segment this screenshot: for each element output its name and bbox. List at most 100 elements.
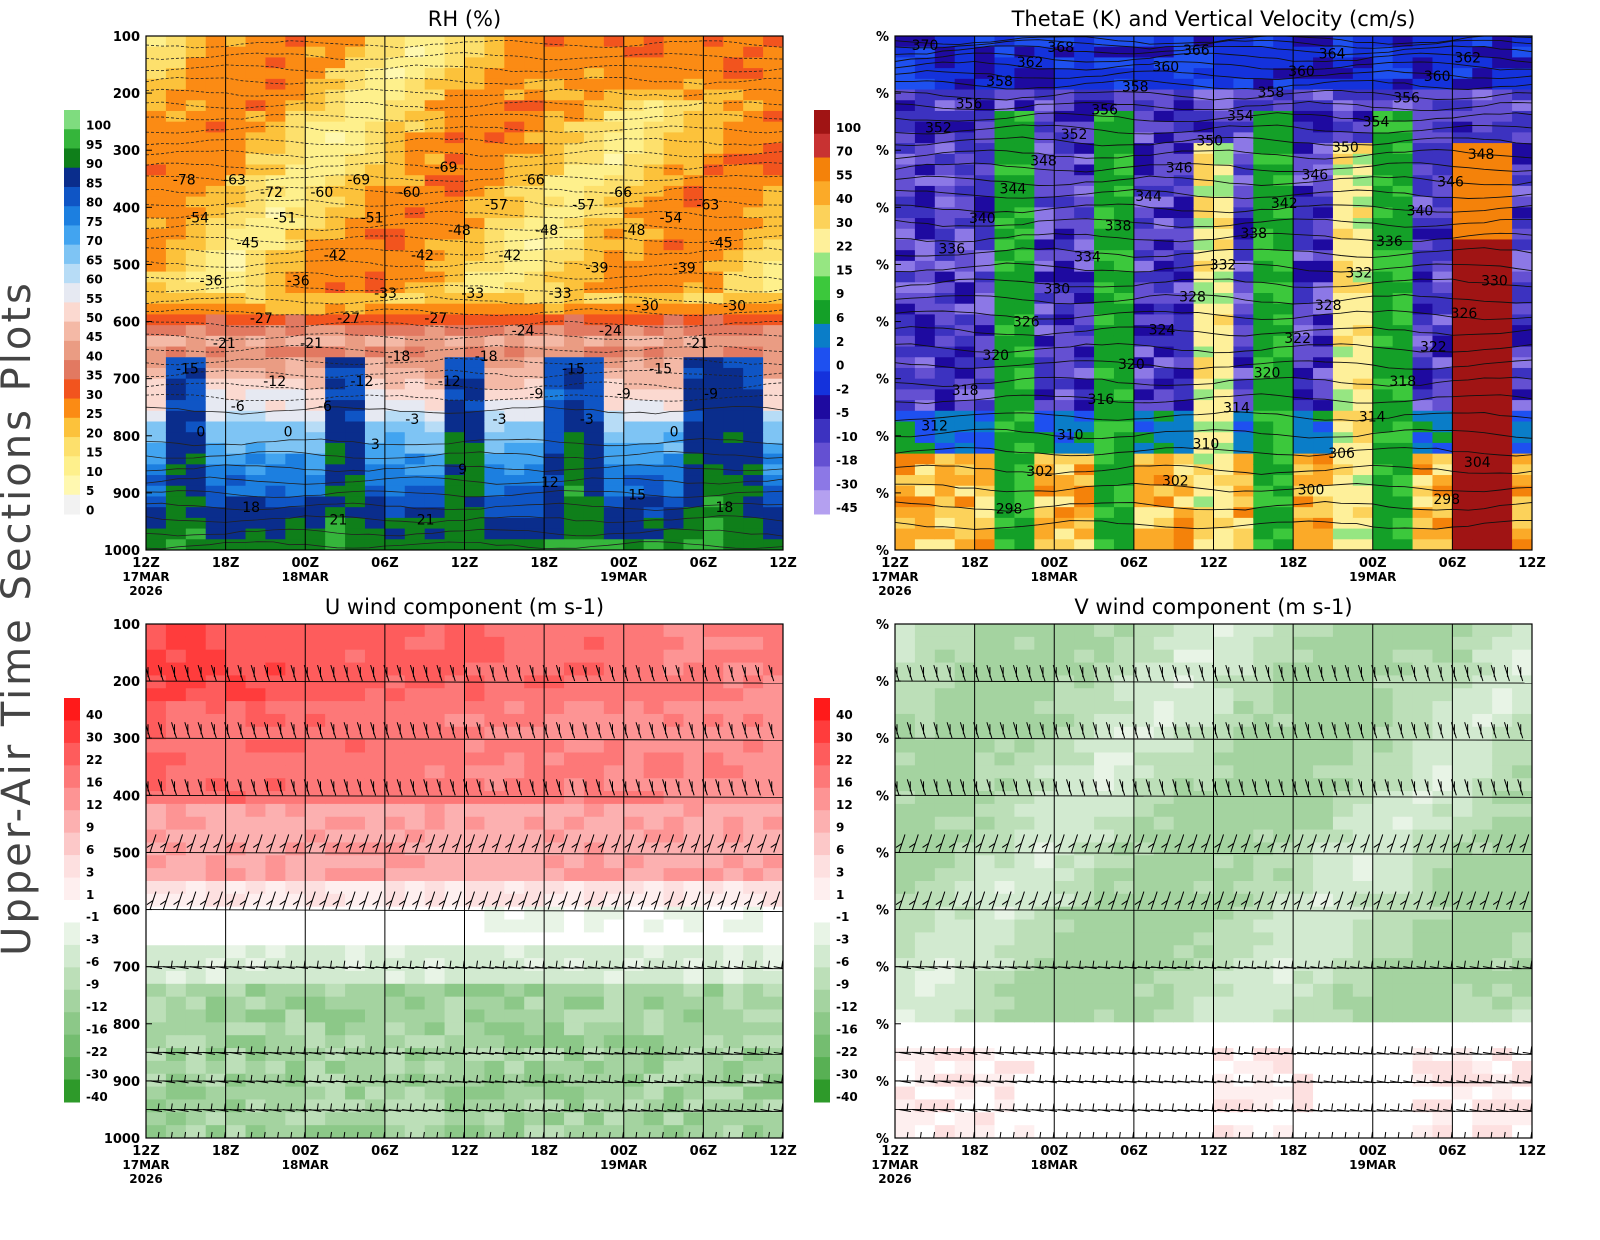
- rh-cell: [624, 132, 645, 143]
- wind-cell: [246, 688, 267, 701]
- vv-cell: [1353, 486, 1374, 497]
- rh-cell: [484, 165, 505, 176]
- rh-cell: [544, 207, 565, 218]
- wind-cell: [683, 675, 704, 688]
- vv-cell: [1313, 197, 1334, 208]
- wind-cell: [345, 701, 366, 714]
- rh-cell: [445, 57, 466, 68]
- y-tick-label: %: [876, 373, 889, 388]
- wind-cell: [723, 650, 744, 663]
- rh-cell: [146, 250, 167, 261]
- wind-cell: [146, 1112, 167, 1125]
- wind-cell: [405, 1035, 426, 1048]
- wind-cell: [186, 945, 207, 958]
- vv-cell: [1333, 207, 1354, 218]
- vv-cell: [1273, 443, 1294, 454]
- thetae-label: 348: [1468, 147, 1495, 163]
- vv-cell: [1373, 68, 1394, 79]
- wind-cell: [285, 817, 306, 830]
- wind-cell: [206, 778, 227, 791]
- wind-cell: [246, 624, 267, 637]
- vv-cell: [1253, 68, 1274, 79]
- wind-cell: [584, 765, 605, 778]
- wind-cell: [664, 881, 685, 894]
- wind-cell: [664, 740, 685, 753]
- vv-cell: [995, 336, 1016, 347]
- vv-cell: [935, 325, 956, 336]
- vv-cell: [1512, 539, 1533, 550]
- wind-cell: [743, 1112, 764, 1125]
- wind-cell: [703, 1022, 724, 1035]
- vv-cell: [1293, 518, 1314, 529]
- rh-cell: [265, 47, 286, 58]
- wind-cell: [425, 881, 446, 894]
- rh-cell: [226, 90, 247, 101]
- rh-cell: [564, 111, 585, 122]
- wind-cell: [604, 765, 625, 778]
- wind-cell: [265, 688, 286, 701]
- vv-cell: [1472, 261, 1493, 272]
- rh-cell: [186, 411, 207, 422]
- wind-cell: [763, 1061, 784, 1074]
- vv-cell: [1134, 529, 1155, 540]
- vv-cell: [1472, 207, 1493, 218]
- wind-cell: [265, 650, 286, 663]
- wind-cell: [445, 624, 466, 637]
- vv-cell: [1413, 432, 1434, 443]
- colorbar-swatch: [64, 302, 80, 322]
- rh-cell: [425, 111, 446, 122]
- rh-cell: [584, 57, 605, 68]
- vv-cell: [1253, 400, 1274, 411]
- vv-cell: [1174, 336, 1195, 347]
- vv-cell: [975, 454, 996, 465]
- rh-cell: [504, 518, 525, 529]
- rh-cell: [683, 47, 704, 58]
- vv-cell: [935, 368, 956, 379]
- rh-cell: [743, 496, 764, 507]
- wind-cell: [763, 1035, 784, 1048]
- wind-cell: [405, 701, 426, 714]
- vv-cell: [975, 336, 996, 347]
- vv-cell: [1134, 507, 1155, 518]
- vv-cell: [1432, 475, 1453, 486]
- thetae-label: 350: [1196, 134, 1223, 150]
- rh-cell: [564, 143, 585, 154]
- rh-cell: [345, 347, 366, 358]
- rh-cell: [763, 47, 784, 58]
- wind-cell: [484, 650, 505, 663]
- vv-cell: [1034, 79, 1055, 90]
- rh-cell: [325, 422, 346, 433]
- rh-cell: [484, 389, 505, 400]
- vv-cell: [1094, 443, 1115, 454]
- rh-cell: [683, 229, 704, 240]
- wind-cell: [425, 842, 446, 855]
- wind-cell: [544, 1022, 565, 1035]
- rh-cell: [166, 464, 187, 475]
- wind-cell: [504, 778, 525, 791]
- wind-cell: [465, 740, 486, 753]
- wind-cell: [664, 920, 685, 933]
- wind-cell: [743, 1035, 764, 1048]
- wind-cell: [524, 920, 545, 933]
- wind-cell: [246, 842, 267, 855]
- wind-cell: [604, 855, 625, 868]
- wind-cell: [226, 1112, 247, 1125]
- rh-cell: [365, 272, 386, 283]
- rh-cell: [683, 57, 704, 68]
- wind-cell: [644, 1087, 665, 1100]
- rh-cell: [246, 539, 267, 550]
- vv-cell: [1472, 336, 1493, 347]
- wind-cell: [325, 945, 346, 958]
- vv-cell: [1432, 539, 1453, 550]
- wind-cell: [484, 688, 505, 701]
- vv-cell: [1333, 239, 1354, 250]
- rh-cell: [504, 368, 525, 379]
- vv-cell: [1413, 411, 1434, 422]
- wind-cell: [206, 1074, 227, 1087]
- rh-cell: [644, 197, 665, 208]
- wind-cell: [484, 1022, 505, 1035]
- vv-cell: [1333, 100, 1354, 111]
- wind-cell: [763, 855, 784, 868]
- wind-cell: [385, 727, 406, 740]
- rh-cell: [723, 389, 744, 400]
